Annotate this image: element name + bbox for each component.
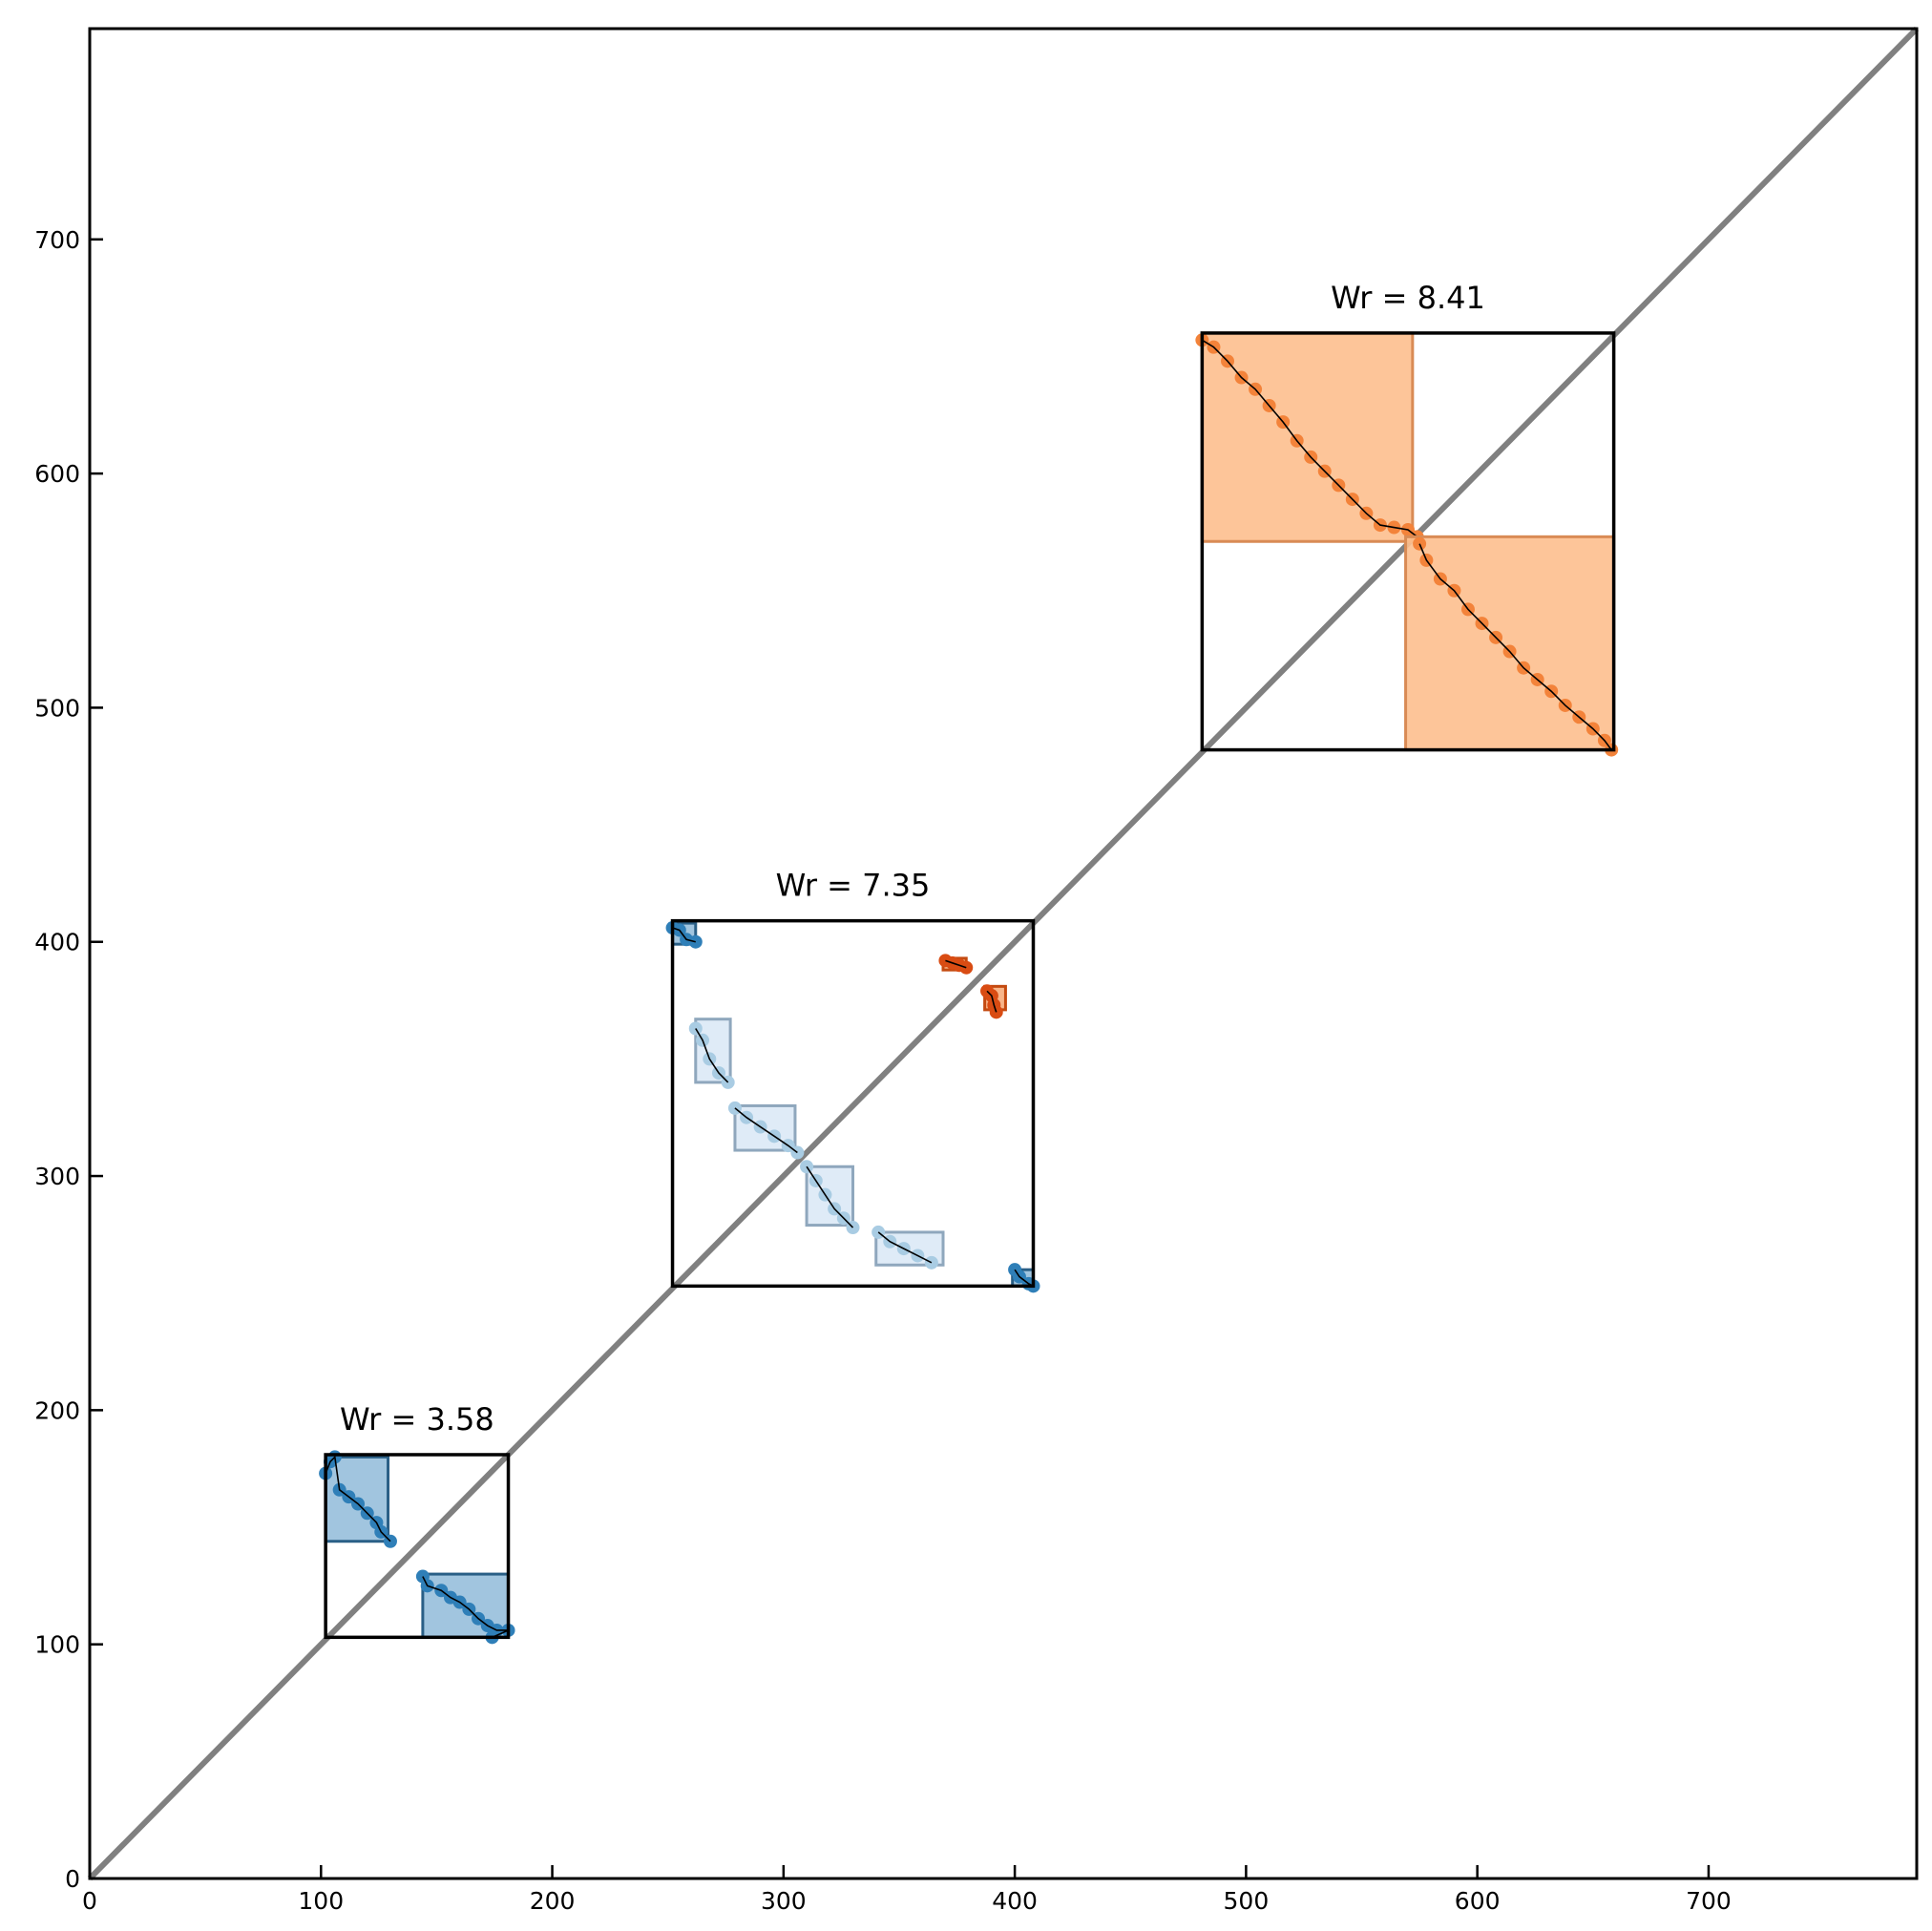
segment-10 [980, 984, 1007, 1019]
segment-path [422, 1576, 509, 1639]
box-3-outline [1200, 331, 1616, 752]
x-tick-label: 200 [530, 1887, 576, 1915]
y-tick-label: 300 [34, 1163, 80, 1190]
segment-path [806, 1165, 854, 1228]
segment-4 [1008, 1263, 1040, 1293]
x-tick-label: 600 [1455, 1887, 1501, 1915]
y-tick-label: 600 [34, 460, 80, 488]
x-tick-label: 300 [761, 1887, 807, 1915]
wr-label: Wr = 8.41 [1331, 280, 1485, 316]
wr-label: Wr = 7.35 [776, 868, 931, 904]
segment-path [672, 927, 696, 943]
segment-7 [800, 1160, 860, 1235]
segment-9 [938, 954, 974, 975]
segment-11 [1195, 331, 1424, 544]
segment-1 [319, 1450, 397, 1548]
axis-layer: 0 100 200 300 400 500 600 700 0 100 200 300 400 500 60… [34, 27, 1919, 1915]
segment-path [1418, 543, 1612, 751]
y-tick-label: 400 [34, 929, 80, 956]
plot-frame [88, 27, 1919, 1880]
segment-6 [727, 1101, 805, 1160]
box-layer: Wr = 3.58 Wr = 7.35 Wr = 8.41 [324, 280, 1616, 1640]
x-tick-label: 700 [1686, 1887, 1732, 1915]
wr-label: Wr = 3.58 [340, 1401, 494, 1438]
segment-path [986, 990, 998, 1013]
y-tick-label: 0 [65, 1865, 80, 1893]
box-1-outline [324, 1453, 511, 1640]
segment-path [877, 1231, 933, 1264]
y-tick-label: 500 [34, 694, 80, 722]
y-tick-label: 100 [34, 1631, 80, 1659]
segment-rect [1200, 331, 1415, 543]
segment-2 [415, 1569, 515, 1645]
x-tick-label: 400 [992, 1887, 1038, 1915]
segment-12 [1404, 535, 1619, 757]
segment-path [325, 1455, 391, 1543]
x-tick-label: 100 [298, 1887, 344, 1915]
segment-path [695, 1028, 729, 1083]
segment-5 [688, 1018, 735, 1089]
box-2-outline [670, 918, 1036, 1289]
segment-path [734, 1107, 798, 1154]
y-tick-label: 700 [34, 226, 80, 254]
diagonal-layer [87, 26, 1920, 1881]
segment-path [1201, 339, 1418, 537]
y-tick-label: 200 [34, 1396, 80, 1424]
x-tick-label: 500 [1224, 1887, 1270, 1915]
segment-path [945, 959, 967, 969]
diagonal-line [87, 26, 1920, 1881]
x-tick-label: 0 [82, 1887, 97, 1915]
segment-layer [319, 331, 1619, 1645]
segment-8 [872, 1225, 945, 1270]
